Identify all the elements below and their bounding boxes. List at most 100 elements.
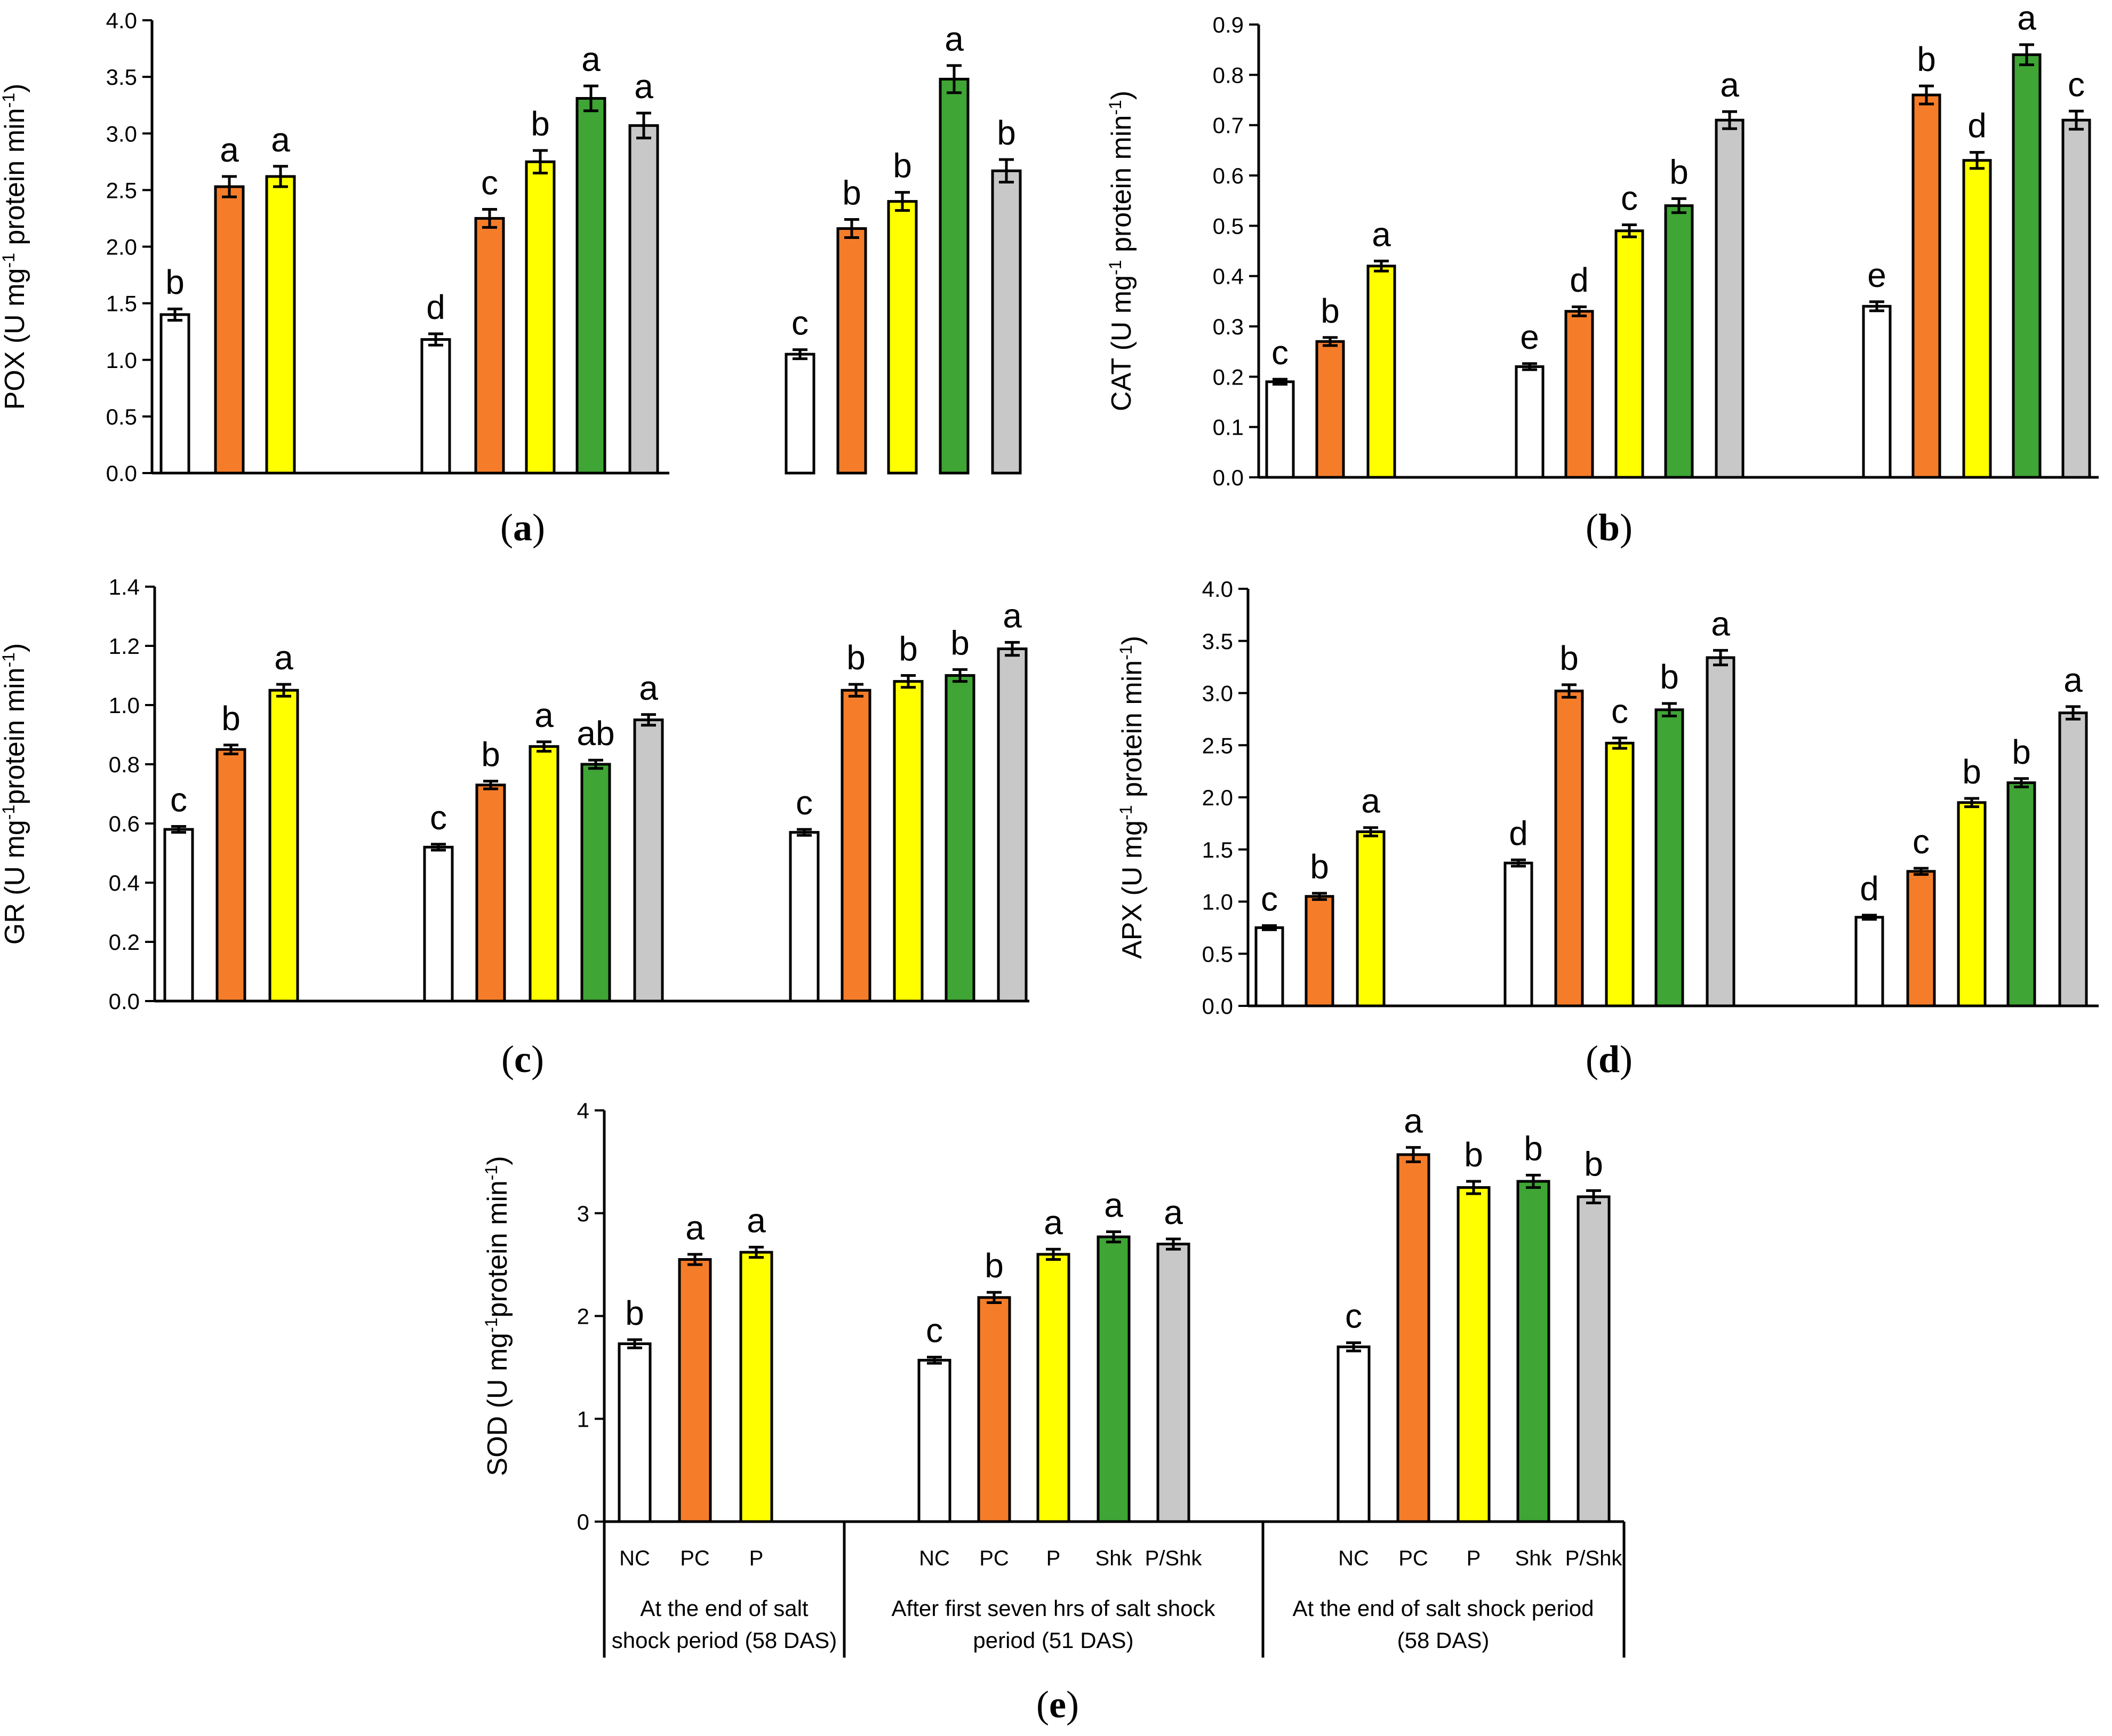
group-label: At the end of salt: [640, 1596, 809, 1621]
significance-letter: c: [1271, 333, 1289, 372]
y-axis-title-superscript: -1: [1116, 645, 1135, 660]
significance-letter: e: [1520, 318, 1539, 356]
y-axis-title-part: protein min: [0, 668, 30, 805]
significance-letter: a: [1720, 66, 1739, 104]
group-label: period (51 DAS): [973, 1628, 1133, 1653]
bar-nc: [159, 313, 190, 475]
significance-letter: b: [625, 1294, 644, 1332]
significance-letter: a: [534, 696, 554, 734]
group-label: (58 DAS): [1397, 1628, 1490, 1653]
y-axis-title-part: APX (U mg: [1117, 820, 1148, 959]
y-axis-title-part: protein min: [482, 1180, 513, 1317]
chart-c: 0.00.20.40.60.81.01.21.4GR (U mg-1protei…: [0, 574, 1029, 1014]
significance-letter: a: [685, 1209, 705, 1247]
significance-letter: c: [1345, 1297, 1362, 1335]
bar-nc: [1254, 926, 1284, 1007]
y-tick-label: 4: [577, 1098, 589, 1123]
significance-letter: b: [985, 1246, 1004, 1285]
bar-p-shk: [991, 169, 1022, 475]
y-axis-title: GR (U mg-1protein min-1): [0, 643, 30, 945]
bar-nc: [785, 353, 815, 475]
bar-pc: [977, 1296, 1011, 1523]
bar-nc: [618, 1342, 652, 1523]
bar-shk: [939, 77, 970, 475]
significance-letter: c: [791, 304, 809, 342]
bar-nc: [420, 338, 451, 475]
y-tick-label: 0.5: [1213, 213, 1244, 238]
category-label: Shk: [1515, 1547, 1553, 1570]
significance-letter: b: [1584, 1145, 1603, 1183]
significance-letter: a: [1164, 1193, 1183, 1231]
significance-letter: b: [1524, 1129, 1543, 1167]
y-axis-title: CAT (U mg-1 protein min-1): [1106, 91, 1137, 411]
y-axis-title-part: SOD (U mg: [482, 1333, 513, 1476]
significance-letter: b: [1559, 639, 1579, 677]
group-label: At the end of salt shock period: [1292, 1596, 1594, 1621]
y-tick-label: 2.5: [1202, 733, 1233, 758]
bar-p: [1356, 830, 1386, 1007]
y-tick-label: 3: [577, 1201, 589, 1226]
category-label: P: [1467, 1547, 1481, 1570]
y-axis-title-superscript: -1: [482, 1317, 501, 1332]
significance-letter: b: [997, 114, 1016, 152]
panel-label-e: (e): [1036, 1683, 1079, 1726]
bar-shk: [1516, 1180, 1550, 1523]
significance-letter: a: [274, 638, 293, 677]
bar-p-shk: [633, 718, 664, 1003]
y-axis-title-part: ): [1106, 91, 1137, 100]
bar-p: [1962, 159, 1992, 479]
bar-p: [1036, 1253, 1070, 1523]
bar-p-shk: [1706, 656, 1735, 1007]
significance-letter: b: [1660, 658, 1679, 696]
category-label: Shk: [1095, 1547, 1133, 1570]
y-tick-label: 3.5: [106, 65, 137, 90]
y-tick-label: 4.0: [106, 8, 137, 33]
bar-pc: [475, 783, 506, 1003]
bar-nc: [1862, 305, 1892, 479]
bar-p-shk: [997, 647, 1028, 1003]
significance-letter: c: [170, 781, 187, 819]
y-tick-label: 0.5: [1202, 941, 1233, 966]
significance-letter: c: [926, 1311, 943, 1350]
y-tick-label: 0.1: [1213, 415, 1244, 440]
significance-letter: a: [1404, 1101, 1423, 1140]
y-tick-label: 3.0: [1202, 681, 1233, 706]
bar-p: [1614, 229, 1644, 479]
panel-label-d: (d): [1585, 1038, 1633, 1081]
bar-shk: [1097, 1235, 1131, 1523]
y-axis-title: SOD (U mg-1protein min-1): [482, 1156, 513, 1476]
bar-p-shk: [2061, 118, 2091, 479]
y-axis-title-superscript: -1: [1106, 260, 1125, 275]
bar-p: [887, 200, 918, 475]
bar-p-shk: [1715, 118, 1745, 479]
y-tick-label: 1.2: [109, 634, 140, 659]
significance-letter: b: [1321, 292, 1340, 330]
significance-letter: a: [581, 40, 601, 78]
y-tick-label: 0.7: [1213, 113, 1244, 138]
significance-letter: a: [1003, 596, 1022, 635]
category-label: NC: [1338, 1547, 1369, 1570]
y-axis-title-superscript: -1: [0, 805, 18, 820]
bar-pc: [1554, 690, 1584, 1007]
significance-letter: a: [220, 131, 239, 169]
significance-letter: c: [2068, 65, 2085, 103]
y-axis-title-superscript: -1: [0, 652, 18, 667]
y-tick-label: 0.6: [109, 811, 140, 836]
y-axis-title-part: ): [1117, 636, 1148, 645]
significance-letter: b: [893, 147, 912, 185]
bar-nc: [423, 845, 454, 1003]
category-label: PC: [1398, 1547, 1428, 1570]
significance-letter: a: [945, 20, 964, 58]
category-label: P: [1046, 1547, 1061, 1570]
y-axis-title-superscript: -1: [1106, 100, 1125, 115]
y-axis-title-part: GR (U mg: [0, 820, 30, 945]
significance-letter: d: [426, 288, 445, 326]
category-label: P/Shk: [1145, 1547, 1203, 1570]
significance-letter: d: [1570, 261, 1589, 299]
significance-letter: c: [481, 163, 498, 202]
significance-letter: b: [899, 630, 918, 668]
